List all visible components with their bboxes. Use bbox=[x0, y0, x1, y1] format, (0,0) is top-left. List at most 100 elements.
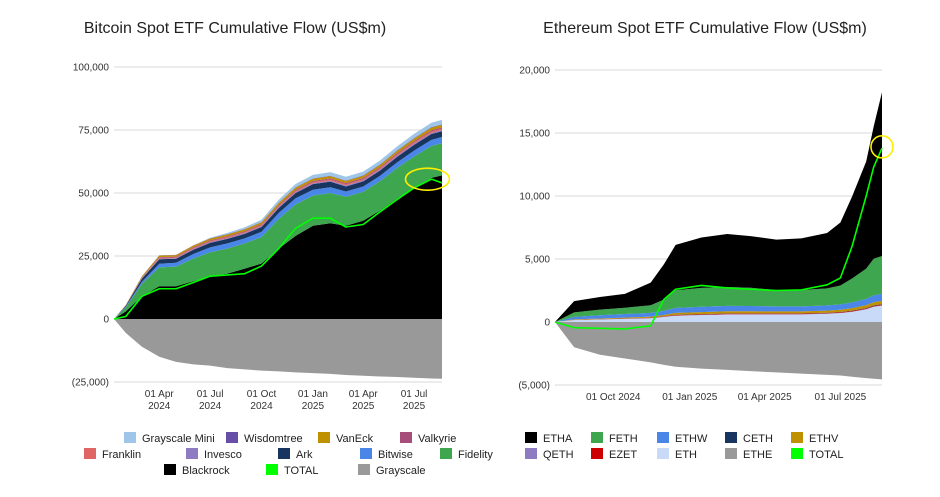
area-etha bbox=[555, 92, 882, 322]
x-tick-label-year: 2025 bbox=[403, 401, 426, 412]
legend-label: ETH bbox=[675, 449, 697, 461]
area-ark bbox=[114, 131, 442, 319]
area-ceth bbox=[555, 304, 882, 322]
legend-label: ETHA bbox=[543, 433, 573, 445]
bitcoin-chart-panel: Bitcoin Spot ETF Cumulative Flow (US$m) … bbox=[72, 20, 493, 480]
legend-swatch bbox=[525, 448, 537, 459]
legend-item-fidelity[interactable]: Fidelity bbox=[440, 448, 493, 462]
legend-label: Invesco bbox=[204, 449, 242, 461]
legend-item-valkyrie[interactable]: Valkyrie bbox=[400, 432, 456, 446]
x-tick-label: 01 Jul bbox=[401, 389, 428, 400]
y-tick-label: (25,000) bbox=[72, 378, 109, 389]
legend-row: Franklin Invesco Ark Bitwise Fidelity bbox=[84, 448, 493, 462]
legend-label: CETH bbox=[743, 433, 773, 445]
ethereum-chart-title: Ethereum Spot ETF Cumulative Flow (US$m) bbox=[543, 20, 867, 37]
x-tick-label-year: 2024 bbox=[250, 401, 273, 412]
legend-swatch bbox=[358, 464, 370, 475]
legend-swatch bbox=[725, 448, 737, 459]
y-tick-label: 20,000 bbox=[519, 66, 550, 77]
legend-label: Wisdomtree bbox=[244, 433, 303, 445]
y-tick-label: 5,000 bbox=[525, 255, 550, 266]
x-tick-label: 01 Apr bbox=[349, 389, 379, 400]
legend-item-ark[interactable]: Ark bbox=[278, 448, 313, 462]
legend-item-eth[interactable]: ETH bbox=[657, 448, 697, 462]
x-tick-label-year: 2025 bbox=[302, 401, 325, 412]
y-tick-label: 50,000 bbox=[78, 189, 109, 200]
legend-item-ceth[interactable]: CETH bbox=[725, 432, 773, 446]
legend-row: Grayscale Mini Wisdomtree VanEck Valkyrie bbox=[84, 432, 460, 446]
legend-item-ethv[interactable]: ETHV bbox=[791, 432, 838, 446]
area-vaneck bbox=[114, 124, 442, 319]
legend-item-qeth[interactable]: QETH bbox=[525, 448, 574, 462]
legend-swatch bbox=[440, 448, 452, 459]
area-ethv bbox=[555, 300, 882, 322]
legend-label: Valkyrie bbox=[418, 433, 457, 445]
legend-item-invesco[interactable]: Invesco bbox=[186, 448, 242, 462]
highlight-ellipse bbox=[870, 135, 894, 159]
legend-item-total[interactable]: TOTAL bbox=[266, 464, 318, 478]
area-ethe bbox=[555, 322, 882, 380]
legend-swatch bbox=[278, 448, 290, 459]
area-ethw bbox=[555, 293, 882, 322]
x-tick-label-year: 2024 bbox=[148, 401, 171, 412]
bitcoin-chart-legend: Grayscale Mini Wisdomtree VanEck Valkyrie Fr… bbox=[84, 432, 493, 480]
legend-item-vaneck[interactable]: VanEck bbox=[318, 432, 373, 446]
bitcoin-chart-title: Bitcoin Spot ETF Cumulative Flow (US$m) bbox=[83, 20, 387, 37]
x-tick-label: 01 Jan bbox=[298, 389, 328, 400]
legend-label: QETH bbox=[543, 449, 574, 461]
legend-item-total[interactable]: TOTAL bbox=[791, 448, 843, 462]
legend-label: ETHE bbox=[743, 449, 773, 461]
x-tick-label: 01 Oct 2024 bbox=[586, 392, 641, 403]
legend-swatch bbox=[226, 432, 238, 443]
x-tick-label: 01 Jul bbox=[197, 389, 224, 400]
legend-item-ethe[interactable]: ETHE bbox=[725, 448, 772, 462]
legend-row: Blackrock TOTAL Grayscale bbox=[84, 464, 460, 478]
x-tick-label-year: 2025 bbox=[352, 401, 375, 412]
line-total bbox=[113, 178, 443, 320]
legend-swatch bbox=[186, 448, 198, 459]
legend-item-grayscale-mini[interactable]: Grayscale Mini bbox=[124, 432, 215, 446]
legend-swatch bbox=[591, 432, 603, 443]
y-tick-label: 25,000 bbox=[78, 252, 109, 263]
ethereum-chart-panel: Ethereum Spot ETF Cumulative Flow (US$m)… bbox=[470, 0, 940, 497]
ethereum-chart-plot: 20,000 15,000 10,000 5,000 0 (5,000) 01 Oct 20… bbox=[518, 66, 894, 403]
legend-item-ethw[interactable]: ETHW bbox=[657, 432, 707, 446]
legend-item-franklin[interactable]: Franklin bbox=[84, 448, 141, 462]
legend-label: Ark bbox=[296, 449, 313, 461]
legend-item-wisdomtree[interactable]: Wisdomtree bbox=[226, 432, 303, 446]
area-grayscale-mini bbox=[114, 119, 442, 319]
legend-row: QETH EZET ETH ETHE TOTAL bbox=[525, 448, 930, 462]
legend-label: EZET bbox=[609, 449, 638, 461]
legend-label: TOTAL bbox=[809, 449, 844, 461]
legend-swatch bbox=[791, 448, 803, 459]
legend-swatch bbox=[525, 432, 537, 443]
legend-item-blackrock[interactable]: Blackrock bbox=[164, 464, 230, 478]
legend-label: FETH bbox=[609, 433, 638, 445]
legend-swatch bbox=[725, 432, 737, 443]
legend-item-bitwise[interactable]: Bitwise bbox=[360, 448, 413, 462]
legend-label: ETHW bbox=[675, 433, 708, 445]
y-tick-label: 75,000 bbox=[78, 126, 109, 137]
legend-item-grayscale[interactable]: Grayscale bbox=[358, 464, 426, 478]
legend-item-ezet[interactable]: EZET bbox=[591, 448, 637, 462]
x-tick-label-year: 2024 bbox=[199, 401, 222, 412]
legend-swatch bbox=[318, 432, 330, 443]
x-tick-label: 01 Jan 2025 bbox=[662, 392, 717, 403]
legend-label: Grayscale Mini bbox=[142, 433, 215, 445]
legend-swatch bbox=[657, 448, 669, 459]
legend-label: Blackrock bbox=[182, 465, 230, 477]
y-tick-label: 0 bbox=[103, 315, 109, 326]
legend-item-etha[interactable]: ETHA bbox=[525, 432, 572, 446]
area-feth bbox=[555, 255, 882, 322]
legend-label: TOTAL bbox=[284, 465, 319, 477]
legend-label: Fidelity bbox=[458, 449, 493, 461]
legend-swatch bbox=[84, 448, 96, 459]
legend-label: Franklin bbox=[102, 449, 142, 461]
legend-item-feth[interactable]: FETH bbox=[591, 432, 638, 446]
legend-swatch bbox=[791, 432, 803, 443]
bitcoin-chart-plot: 100,000 75,000 50,000 25,000 0 (25,000) 01 Apr… bbox=[72, 63, 451, 412]
legend-swatch bbox=[164, 464, 176, 475]
legend-swatch bbox=[360, 448, 372, 459]
y-tick-label: 100,000 bbox=[73, 63, 110, 74]
x-tick-label: 01 Jul 2025 bbox=[815, 392, 867, 403]
